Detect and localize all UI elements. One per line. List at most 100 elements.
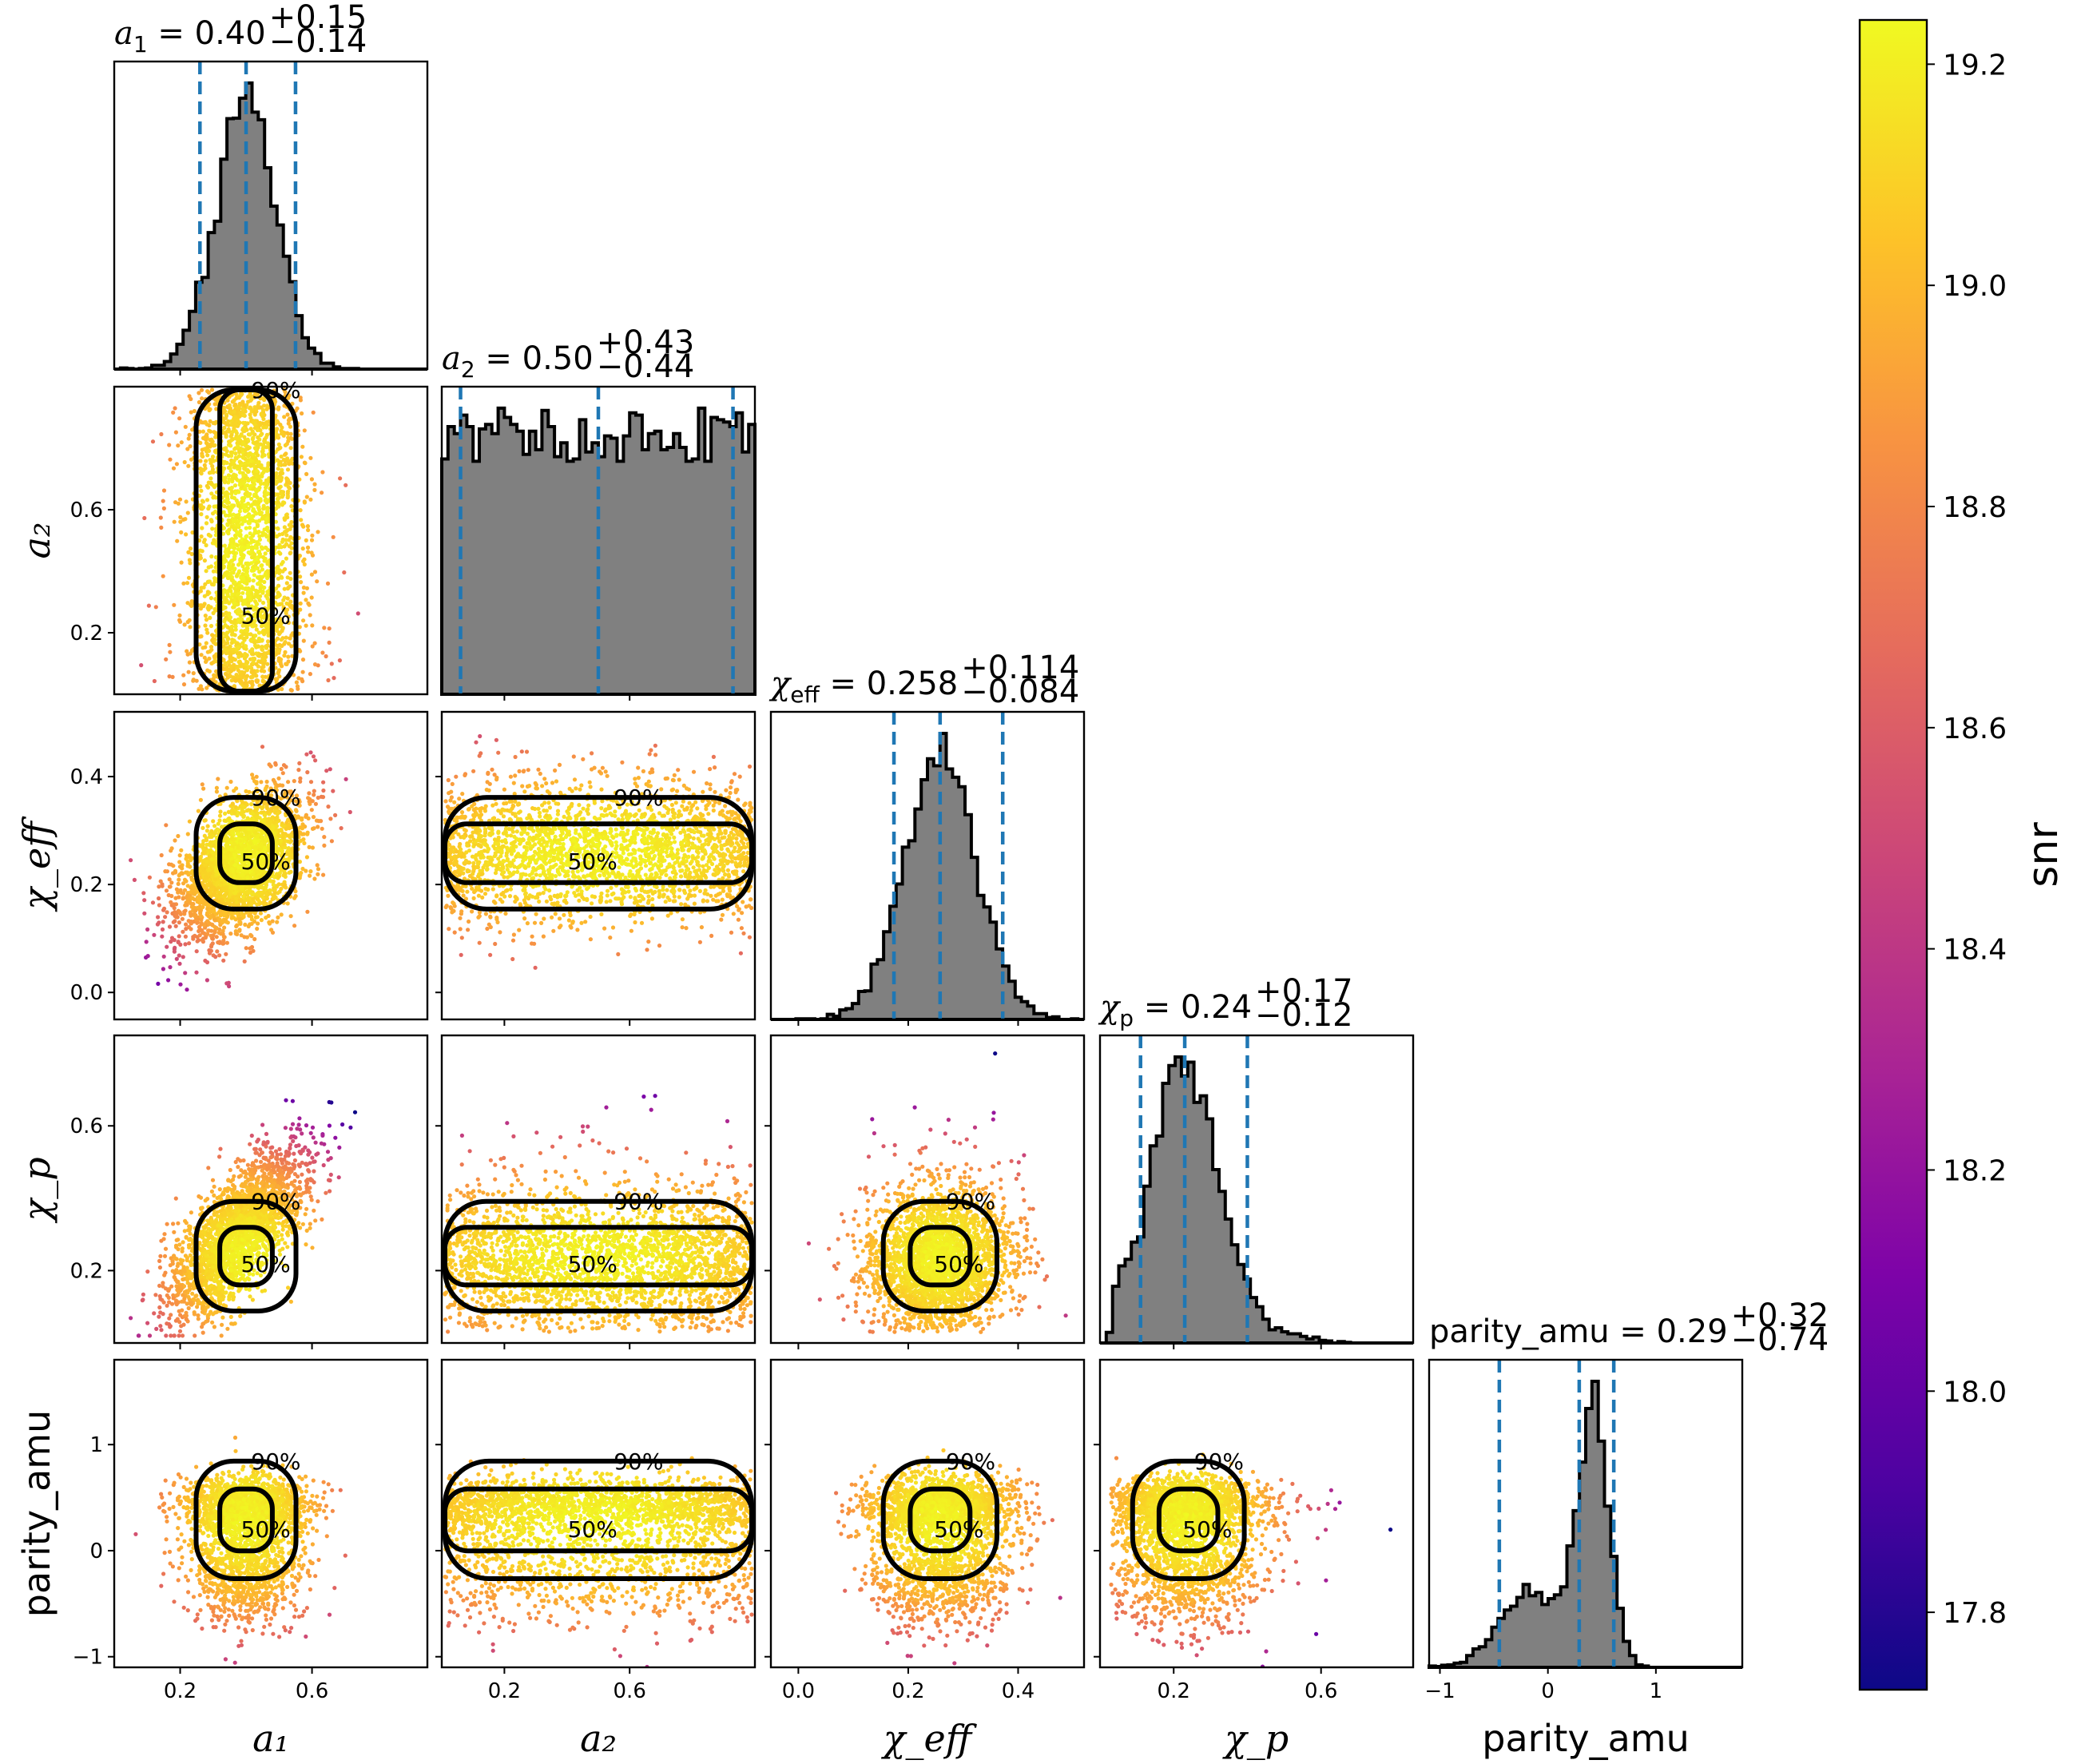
scatter-point	[296, 686, 300, 691]
scatter-point	[180, 916, 185, 921]
scatter-point	[260, 589, 265, 594]
scatter-point	[306, 527, 311, 533]
scatter-point	[237, 580, 242, 585]
scatter-point	[185, 447, 190, 451]
scatter-point	[209, 582, 215, 586]
scatter-point	[185, 987, 189, 992]
scatter-point	[290, 461, 295, 466]
scatter-point	[240, 413, 245, 418]
scatter-point	[304, 623, 308, 628]
scatter-point	[184, 870, 189, 875]
scatter-point	[228, 443, 233, 448]
scatter-point	[256, 405, 261, 410]
scatter-point	[232, 916, 236, 920]
scatter-point	[179, 530, 184, 535]
scatter-point	[165, 910, 169, 915]
scatter-point	[200, 687, 205, 692]
scatter-point	[240, 586, 245, 590]
scatter-point	[163, 915, 168, 920]
scatter-point	[179, 848, 184, 852]
scatter-point	[277, 874, 282, 879]
scatter-point	[233, 678, 238, 683]
scatter-point	[208, 891, 212, 896]
scatter-point	[237, 401, 242, 407]
scatter-point	[177, 961, 182, 966]
scatter-point	[177, 853, 182, 858]
scatter-point	[224, 598, 229, 603]
scatter-point	[244, 789, 248, 794]
scatter-point	[229, 485, 234, 491]
scatter-point	[259, 620, 264, 625]
scatter-point	[201, 841, 205, 847]
scatter-point	[224, 785, 229, 790]
scatter-point	[242, 613, 247, 618]
scatter-point	[280, 629, 284, 634]
scatter-point	[171, 466, 177, 471]
scatter-point	[276, 576, 280, 581]
scatter-point	[280, 864, 284, 868]
scatter-point	[224, 981, 229, 986]
scatter-point	[261, 403, 267, 408]
title-sup-chi_eff: +0.114	[961, 650, 1079, 686]
scatter-point	[278, 838, 283, 844]
scatter-point	[237, 414, 242, 419]
scatter-point	[276, 649, 281, 654]
scatter-point	[240, 441, 245, 446]
scatter-point	[248, 491, 252, 497]
scatter-point	[212, 443, 217, 448]
scatter-point	[245, 545, 250, 550]
scatter-point	[261, 425, 266, 430]
scatter-point	[223, 623, 228, 628]
scatter-point	[177, 873, 181, 878]
scatter-point	[264, 884, 268, 889]
panel-frame	[113, 385, 429, 696]
scatter-point	[307, 844, 312, 849]
scatter-point	[228, 469, 233, 474]
scatter-point	[226, 480, 231, 485]
scatter-point	[202, 558, 207, 563]
scatter-point	[239, 542, 244, 546]
scatter-point	[284, 857, 289, 862]
scatter-point	[207, 448, 212, 454]
scatter-point	[261, 467, 266, 471]
scatter-point	[297, 830, 303, 835]
scatter-point	[286, 780, 291, 785]
scatter-point	[207, 656, 212, 661]
scatter-point	[310, 845, 315, 850]
scatter-point	[288, 688, 293, 693]
scatter-point	[207, 948, 212, 953]
scatter-point	[255, 834, 260, 839]
scatter-point	[255, 540, 260, 545]
scatter-point	[244, 677, 248, 681]
scatter-point	[181, 517, 186, 522]
scatter-point	[274, 824, 279, 829]
scatter-point	[257, 859, 263, 864]
scatter-point	[284, 512, 289, 517]
scatter-point	[226, 809, 231, 815]
scatter-point	[256, 435, 260, 440]
scatter-point	[284, 581, 289, 586]
scatter-point	[246, 601, 251, 606]
scatter-point	[170, 674, 175, 680]
scatter-point	[308, 780, 314, 785]
scatter-point	[252, 554, 256, 558]
scatter-point	[204, 459, 208, 463]
scatter-point	[227, 477, 232, 482]
scatter-point	[276, 442, 281, 447]
scatter-point	[187, 853, 192, 858]
scatter-point	[275, 805, 280, 810]
scatter-point	[161, 954, 166, 959]
scatter-point	[262, 439, 267, 445]
scatter-point	[289, 504, 294, 509]
scatter-point	[283, 390, 288, 395]
scatter-point	[236, 654, 241, 659]
scatter-point	[285, 491, 290, 496]
scatter-point	[293, 894, 298, 899]
scatter-point	[194, 678, 199, 683]
scatter-point	[280, 686, 284, 692]
scatter-point	[242, 959, 247, 963]
scatter-point	[226, 454, 231, 459]
scatter-point	[266, 913, 271, 919]
scatter-point	[181, 673, 186, 677]
scatter-point	[288, 636, 292, 641]
